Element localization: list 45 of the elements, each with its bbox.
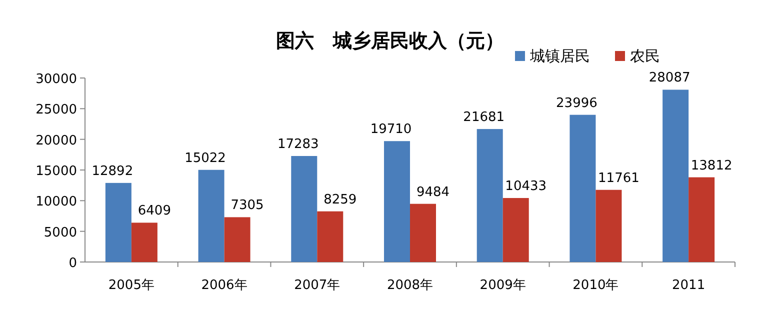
bar	[291, 156, 318, 262]
bar	[224, 217, 250, 262]
data-label: 10433	[505, 179, 547, 194]
data-label: 12892	[92, 164, 134, 179]
bar	[131, 222, 158, 262]
bar	[688, 177, 715, 262]
bar	[570, 114, 596, 262]
bar	[662, 90, 689, 262]
data-label: 6409	[138, 204, 171, 219]
x-tick-label: 2011	[672, 278, 706, 293]
y-tick-label: 20000	[36, 133, 77, 148]
bar	[476, 129, 503, 262]
data-label: 21681	[463, 110, 505, 126]
data-label: 23996	[556, 96, 598, 111]
bar	[317, 211, 344, 262]
x-tick-label: 2006年	[201, 278, 248, 293]
bar	[596, 190, 622, 262]
y-tick-label: 15000	[36, 164, 77, 179]
data-label: 7305	[230, 198, 264, 214]
x-tick-label: 2007年	[294, 278, 340, 293]
data-label: 9484	[416, 184, 450, 200]
x-tick-label: 2009年	[480, 278, 526, 293]
bar	[384, 141, 410, 262]
x-tick-label: 2008年	[386, 278, 434, 293]
y-tick-label: 30000	[36, 72, 77, 87]
y-tick-label: 0	[68, 256, 77, 271]
legend-label: 农民	[630, 47, 660, 65]
data-label: 28087	[648, 70, 690, 86]
bar	[410, 204, 436, 262]
data-label: 15022	[184, 150, 226, 166]
bar	[105, 182, 132, 262]
x-tick-label: 2005年	[108, 278, 154, 293]
data-label: 13812	[690, 158, 732, 174]
bar	[198, 170, 224, 262]
x-tick-label: 2010年	[572, 278, 619, 293]
data-label: 11761	[598, 170, 640, 186]
legend-label: 城镇居民	[529, 47, 590, 65]
y-tick-label: 25000	[36, 102, 77, 118]
chart-title: 图六 城乡居民收入（元）	[276, 30, 504, 52]
data-label: 8259	[324, 192, 357, 208]
y-tick-label: 10000	[36, 194, 77, 210]
data-label: 19710	[370, 122, 412, 138]
y-tick-label: 5000	[44, 225, 77, 240]
data-label: 17283	[277, 137, 319, 152]
bar	[502, 198, 529, 262]
